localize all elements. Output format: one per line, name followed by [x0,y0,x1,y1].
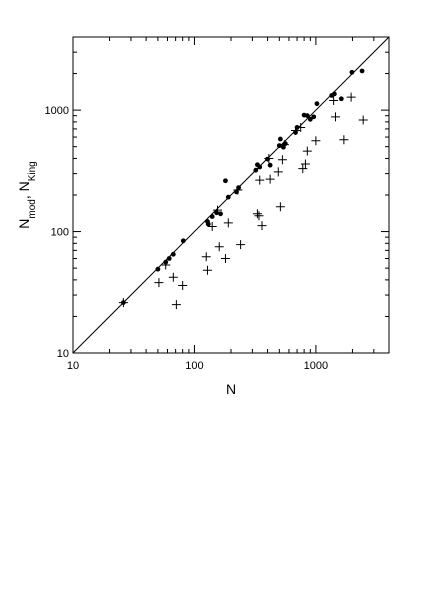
data-point-dot [307,116,313,122]
data-point-plus [202,265,212,275]
data-point-dot [180,238,186,244]
data-point-plus [161,260,171,270]
x-axis-label: N [226,381,236,397]
data-point-plus [296,122,306,132]
data-point-plus [154,278,164,288]
x-tick-label: 100 [185,360,203,372]
data-point-plus [273,167,283,177]
data-point-plus [223,218,233,228]
data-point-dot [170,251,176,257]
data-point-plus [207,222,217,232]
y-tick-label: 10 [57,348,69,360]
data-point-dot [166,256,172,261]
data-point-plus [298,164,308,174]
data-point-dot [267,162,273,168]
axis-ticks [72,36,390,354]
data-point-plus [339,135,349,145]
data-point-dot [218,211,223,217]
data-point-plus [264,153,274,163]
data-point-dot [257,164,263,170]
data-point-plus [300,159,310,169]
data-point-plus [201,252,211,262]
data-point-plus [279,140,289,150]
data-point-plus [118,298,128,308]
x-tick-label: 1000 [304,360,328,372]
data-point-dot [359,68,365,74]
data-point-plus [330,112,340,122]
data-point-plus [178,280,188,290]
data-point-plus [220,254,230,263]
data-point-plus [233,185,243,195]
data-point-dot [349,69,355,75]
data-point-plus [236,240,246,250]
data-point-dot [338,96,344,102]
data-points [118,68,368,310]
y-axis-label: Nmod, NKing [16,161,38,228]
data-point-dot [236,185,242,191]
data-point-dot [311,114,317,120]
data-point-plus [346,92,356,102]
data-point-dot [282,141,288,147]
data-point-plus [277,155,287,165]
data-point-plus [275,202,285,212]
data-point-plus [171,300,181,310]
data-point-plus [168,272,178,282]
data-point-plus [291,125,301,135]
data-point-dot [253,167,259,173]
data-point-dot [155,266,161,272]
y-tick-label: 1000 [45,105,69,117]
data-point-dot [223,178,228,184]
data-point-dot [277,136,283,142]
data-point-dot [225,194,231,200]
data-point-dot [314,101,320,107]
data-point-plus [302,146,312,156]
x-tick-label: 10 [67,360,79,372]
data-point-plus [254,211,264,221]
data-point-plus [265,174,275,184]
data-point-plus [255,175,265,185]
data-point-dot [331,91,337,97]
data-point-plus [214,242,224,252]
y-tick-labels: 10 100 1000 [45,105,69,360]
data-point-plus [252,209,262,219]
identity-line [72,36,390,354]
data-point-plus [311,136,321,146]
data-point-dot [304,113,310,119]
data-point-dot [205,221,211,227]
y-tick-label: 100 [51,227,69,239]
x-tick-labels: 10 100 1000 [67,360,328,372]
data-point-plus [358,115,368,125]
data-point-plus [329,95,339,105]
data-point-plus [257,221,267,231]
data-point-plus [213,205,223,215]
data-point-dot [209,214,215,219]
reference-line-group [72,36,390,354]
